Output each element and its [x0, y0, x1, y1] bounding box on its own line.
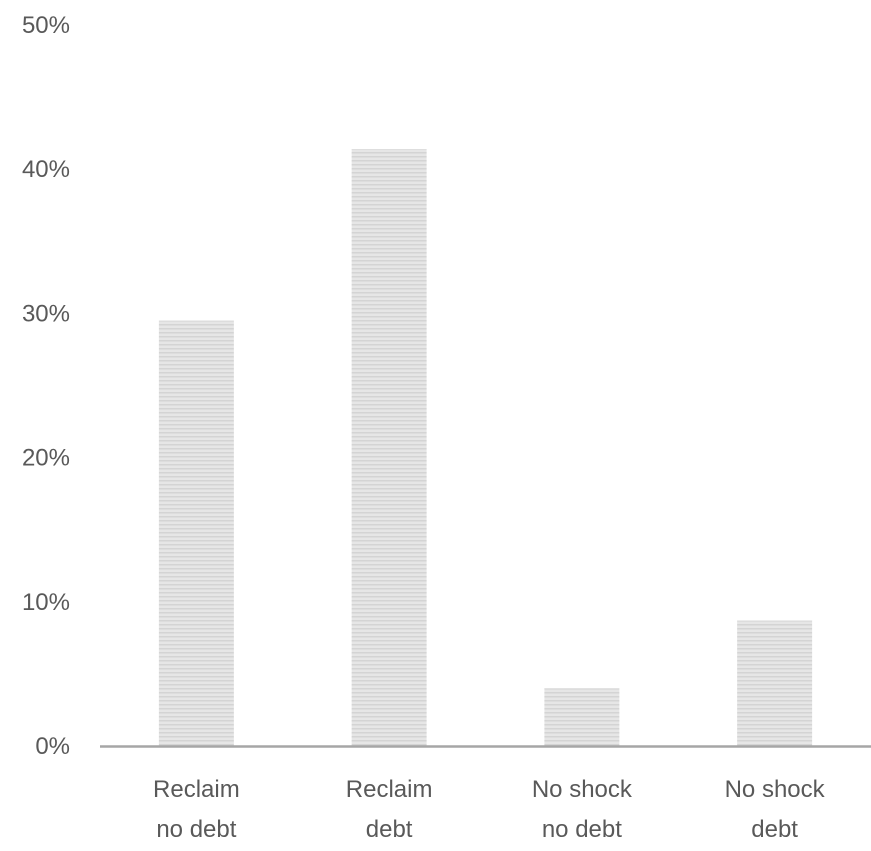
x-category-label: No shock debt — [725, 776, 826, 843]
bar — [737, 620, 813, 746]
y-tick-label: 40% — [22, 156, 70, 183]
y-axis-ticks: 0% 10% 20% 30% 40% 50% — [22, 12, 70, 760]
bars — [158, 149, 813, 747]
x-category-label-line: No shock — [532, 776, 633, 803]
x-axis-labels: Reclaim no debt Reclaim debt No shock no debt… — [153, 776, 826, 843]
x-category-label-line: no debt — [542, 816, 622, 843]
bar — [351, 149, 427, 747]
y-tick-label: 10% — [22, 589, 70, 616]
x-category-label: Reclaim debt — [346, 776, 433, 843]
y-tick-label: 0% — [35, 733, 70, 760]
x-category-label-line: Reclaim — [346, 776, 433, 803]
y-tick-label: 30% — [22, 300, 70, 327]
bar — [158, 320, 234, 746]
bar — [544, 688, 620, 746]
y-tick-label: 20% — [22, 445, 70, 472]
x-category-label-line: no debt — [156, 816, 236, 843]
x-category-label-line: debt — [751, 816, 798, 843]
x-category-label-line: debt — [366, 816, 413, 843]
x-category-label: No shock no debt — [532, 776, 633, 843]
x-category-label-line: Reclaim — [153, 776, 240, 803]
x-category-label-line: No shock — [725, 776, 826, 803]
x-category-label: Reclaim no debt — [153, 776, 240, 843]
y-tick-label: 50% — [22, 12, 70, 39]
